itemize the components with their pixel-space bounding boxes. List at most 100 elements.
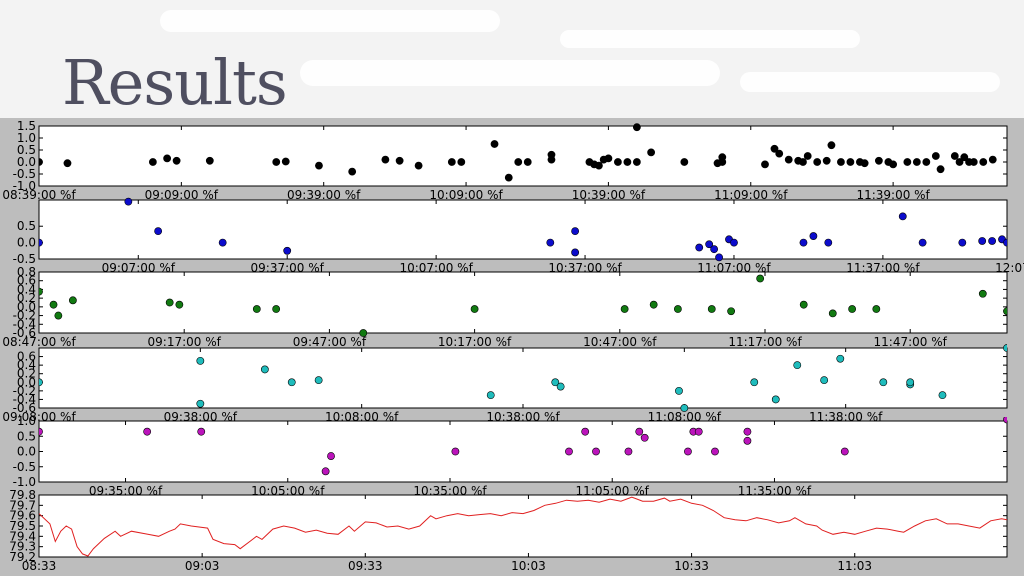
data-point [803,152,812,160]
y-tick-label: 0.2 [17,291,36,305]
data-point [63,159,72,168]
data-point [822,156,831,165]
y-tick-label: 79.6 [9,509,36,523]
y-tick-label: -0.5 [13,252,36,266]
data-point [551,378,560,387]
data-point [846,158,855,166]
data-point [680,404,689,412]
data-point [711,447,719,456]
data-point [451,447,460,456]
data-point [154,227,163,236]
x-tick-label: 11:03 [837,559,872,573]
data-point [1003,417,1007,424]
data-point [710,245,719,254]
data-point [640,433,649,442]
data-point [1003,344,1007,352]
data-point [718,158,727,166]
data-marks [39,344,1007,412]
y-tick-label: -0.6 [13,401,36,415]
data-point [595,161,603,170]
data-point [486,391,495,400]
x-tick-label: 08:39:00 %f [2,188,76,202]
data-point [931,152,940,160]
data-point [771,395,780,404]
data-point [836,354,845,363]
x-tick-label: 10:39:00 %f [572,188,646,202]
data-point [175,300,184,309]
chart-panel-6: 79.879.779.679.579.479.379.208:33 09:03 09… [9,488,1008,573]
y-tick-label: 79.8 [9,488,36,502]
data-point [743,436,752,445]
y-tick-label: 0.0 [17,445,36,459]
data-point [635,427,644,436]
data-point [988,237,997,245]
data-point [381,155,390,164]
data-point [1003,307,1007,316]
data-point [960,153,969,162]
data-point [197,427,206,436]
data-point [978,289,987,298]
data-point [969,158,978,166]
data-point [252,305,261,313]
data-point [889,160,898,169]
plot-area [38,271,1008,334]
data-point [694,427,703,436]
data-point [684,447,692,456]
data-point [799,300,808,309]
data-point [705,240,714,249]
x-tick-label: 10:17:00 %f [438,335,512,349]
x-tick-label: 09:03 [185,559,220,573]
data-point [470,305,479,313]
data-point [743,427,752,436]
data-point [614,158,622,166]
data-point [504,173,513,182]
data-marks [39,417,1007,476]
y-tick-label: 0.6 [17,350,36,364]
data-point [547,150,556,159]
x-tick-label: 09:09:00 %f [145,188,219,202]
data-point [874,156,883,165]
plot-area [38,494,1008,558]
data-point [978,237,987,245]
data-point [647,148,656,157]
x-tick-label: 11:09:00 %f [714,188,788,202]
data-point [592,447,600,456]
data-point [272,305,281,313]
y-tick-label: 0.0 [17,375,36,389]
y-tick-label: 1.5 [17,119,36,133]
data-point [848,305,857,313]
data-marks [39,197,1007,262]
x-tick-label: 09:39:00 %f [287,188,361,202]
data-point [39,427,43,436]
data-point [565,447,573,456]
data-point [898,212,907,221]
y-tick-label: 0.0 [17,236,36,250]
y-tick-label: 1.0 [17,414,36,428]
y-tick-label: 0.5 [17,429,36,443]
data-point [922,158,931,166]
data-point [196,399,205,408]
y-tick-label: 0.0 [17,155,36,169]
y-tick-label: 79.3 [9,540,36,554]
data-point [770,144,779,153]
chart-panel-5: 1.00.50.0-0.5-1.009:35:00 %f 10:05:00 %f 1… [13,414,1008,498]
data-point [707,305,716,313]
data-point [879,378,888,387]
y-tick-label: 0.8 [17,265,36,279]
x-tick-label: 10:03 [511,559,546,573]
data-point [799,238,808,247]
data-point [124,197,133,206]
data-point [54,311,63,320]
x-tick-label: 08:33 [22,559,57,573]
data-point [348,167,357,176]
data-point [936,165,945,174]
data-point [955,158,964,166]
data-point [172,156,181,165]
data-point [623,158,632,166]
x-tick-label: 10:47:00 %f [583,335,657,349]
data-point [571,227,580,236]
data-point [447,158,456,166]
data-point [750,378,759,387]
data-point [840,447,849,456]
